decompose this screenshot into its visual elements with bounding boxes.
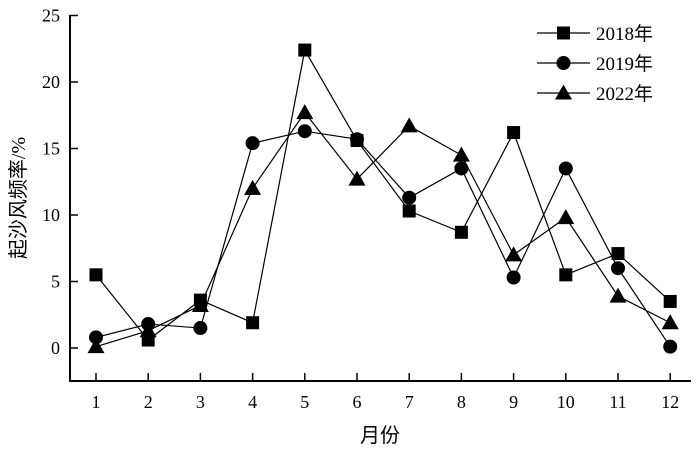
series-3 xyxy=(87,104,679,354)
x-tick-label: 2 xyxy=(144,392,153,412)
data-point xyxy=(89,330,103,345)
x-tick-label: 1 xyxy=(92,392,101,412)
y-ticks: 0 5 10 15 20 25 xyxy=(42,6,78,358)
data-point xyxy=(663,294,677,308)
series-1 xyxy=(89,43,677,347)
data-point xyxy=(402,204,416,218)
legend-item: 2018年 xyxy=(537,23,653,45)
data-point xyxy=(400,117,418,133)
legend-marker xyxy=(556,56,571,70)
data-point xyxy=(245,136,260,151)
x-tick-label: 3 xyxy=(196,392,205,412)
data-point xyxy=(558,161,573,176)
x-tick-label: 10 xyxy=(557,392,575,412)
legend-item: 2022年 xyxy=(537,83,653,105)
legend-item: 2019年 xyxy=(537,53,653,75)
series-2 xyxy=(89,124,678,354)
x-tick-label: 12 xyxy=(661,392,679,412)
legend-marker xyxy=(557,26,570,40)
series-line xyxy=(95,130,671,348)
plot-area xyxy=(69,15,691,382)
data-point xyxy=(87,338,105,354)
data-point xyxy=(611,247,625,261)
y-axis-title: 起沙风频率/% xyxy=(7,137,30,259)
x-tick-label: 9 xyxy=(509,392,518,412)
series-layer xyxy=(87,43,679,354)
x-tick-label: 5 xyxy=(300,392,309,412)
data-point xyxy=(296,104,314,120)
y-tick-label: 5 xyxy=(51,272,60,292)
data-point xyxy=(454,225,468,239)
x-axis-title: 月份 xyxy=(360,424,400,447)
data-point xyxy=(246,316,260,330)
x-tick-label: 8 xyxy=(457,392,466,412)
legend-label: 2019年 xyxy=(596,53,653,75)
data-point xyxy=(402,190,417,205)
data-point xyxy=(505,246,523,262)
legend: 2018年 2019年 2022年 xyxy=(537,23,653,105)
y-tick-label: 20 xyxy=(42,72,60,92)
data-point xyxy=(507,126,521,140)
legend-label: 2018年 xyxy=(596,23,653,45)
data-point xyxy=(191,296,209,312)
x-tick-label: 11 xyxy=(609,392,626,412)
data-point xyxy=(559,268,573,282)
y-tick-label: 0 xyxy=(51,338,60,358)
data-point xyxy=(244,179,262,195)
data-point xyxy=(557,209,575,225)
data-point xyxy=(609,287,627,303)
data-point xyxy=(298,43,312,57)
data-point xyxy=(297,124,312,139)
data-point xyxy=(139,322,157,338)
data-point xyxy=(348,170,366,186)
data-point xyxy=(193,321,208,336)
legend-marker xyxy=(555,84,572,100)
series-line xyxy=(95,48,671,341)
x-tick-label: 6 xyxy=(353,392,362,412)
data-point xyxy=(350,132,364,147)
data-point xyxy=(663,339,678,354)
data-point xyxy=(452,146,470,162)
data-point xyxy=(661,314,679,330)
y-tick-label: 25 xyxy=(42,6,60,26)
data-point xyxy=(506,270,521,285)
x-tick-label: 4 xyxy=(248,392,257,412)
legend-label: 2022年 xyxy=(596,83,653,105)
y-tick-label: 10 xyxy=(42,205,60,225)
x-tick-label: 7 xyxy=(405,392,414,412)
data-point xyxy=(454,161,469,176)
data-point xyxy=(611,261,625,276)
y-tick-label: 15 xyxy=(42,139,60,159)
data-point xyxy=(89,268,103,282)
x-ticks: 1 2 3 4 5 6 7 8 9 10 11 12 xyxy=(92,373,679,412)
series-line xyxy=(95,111,671,348)
